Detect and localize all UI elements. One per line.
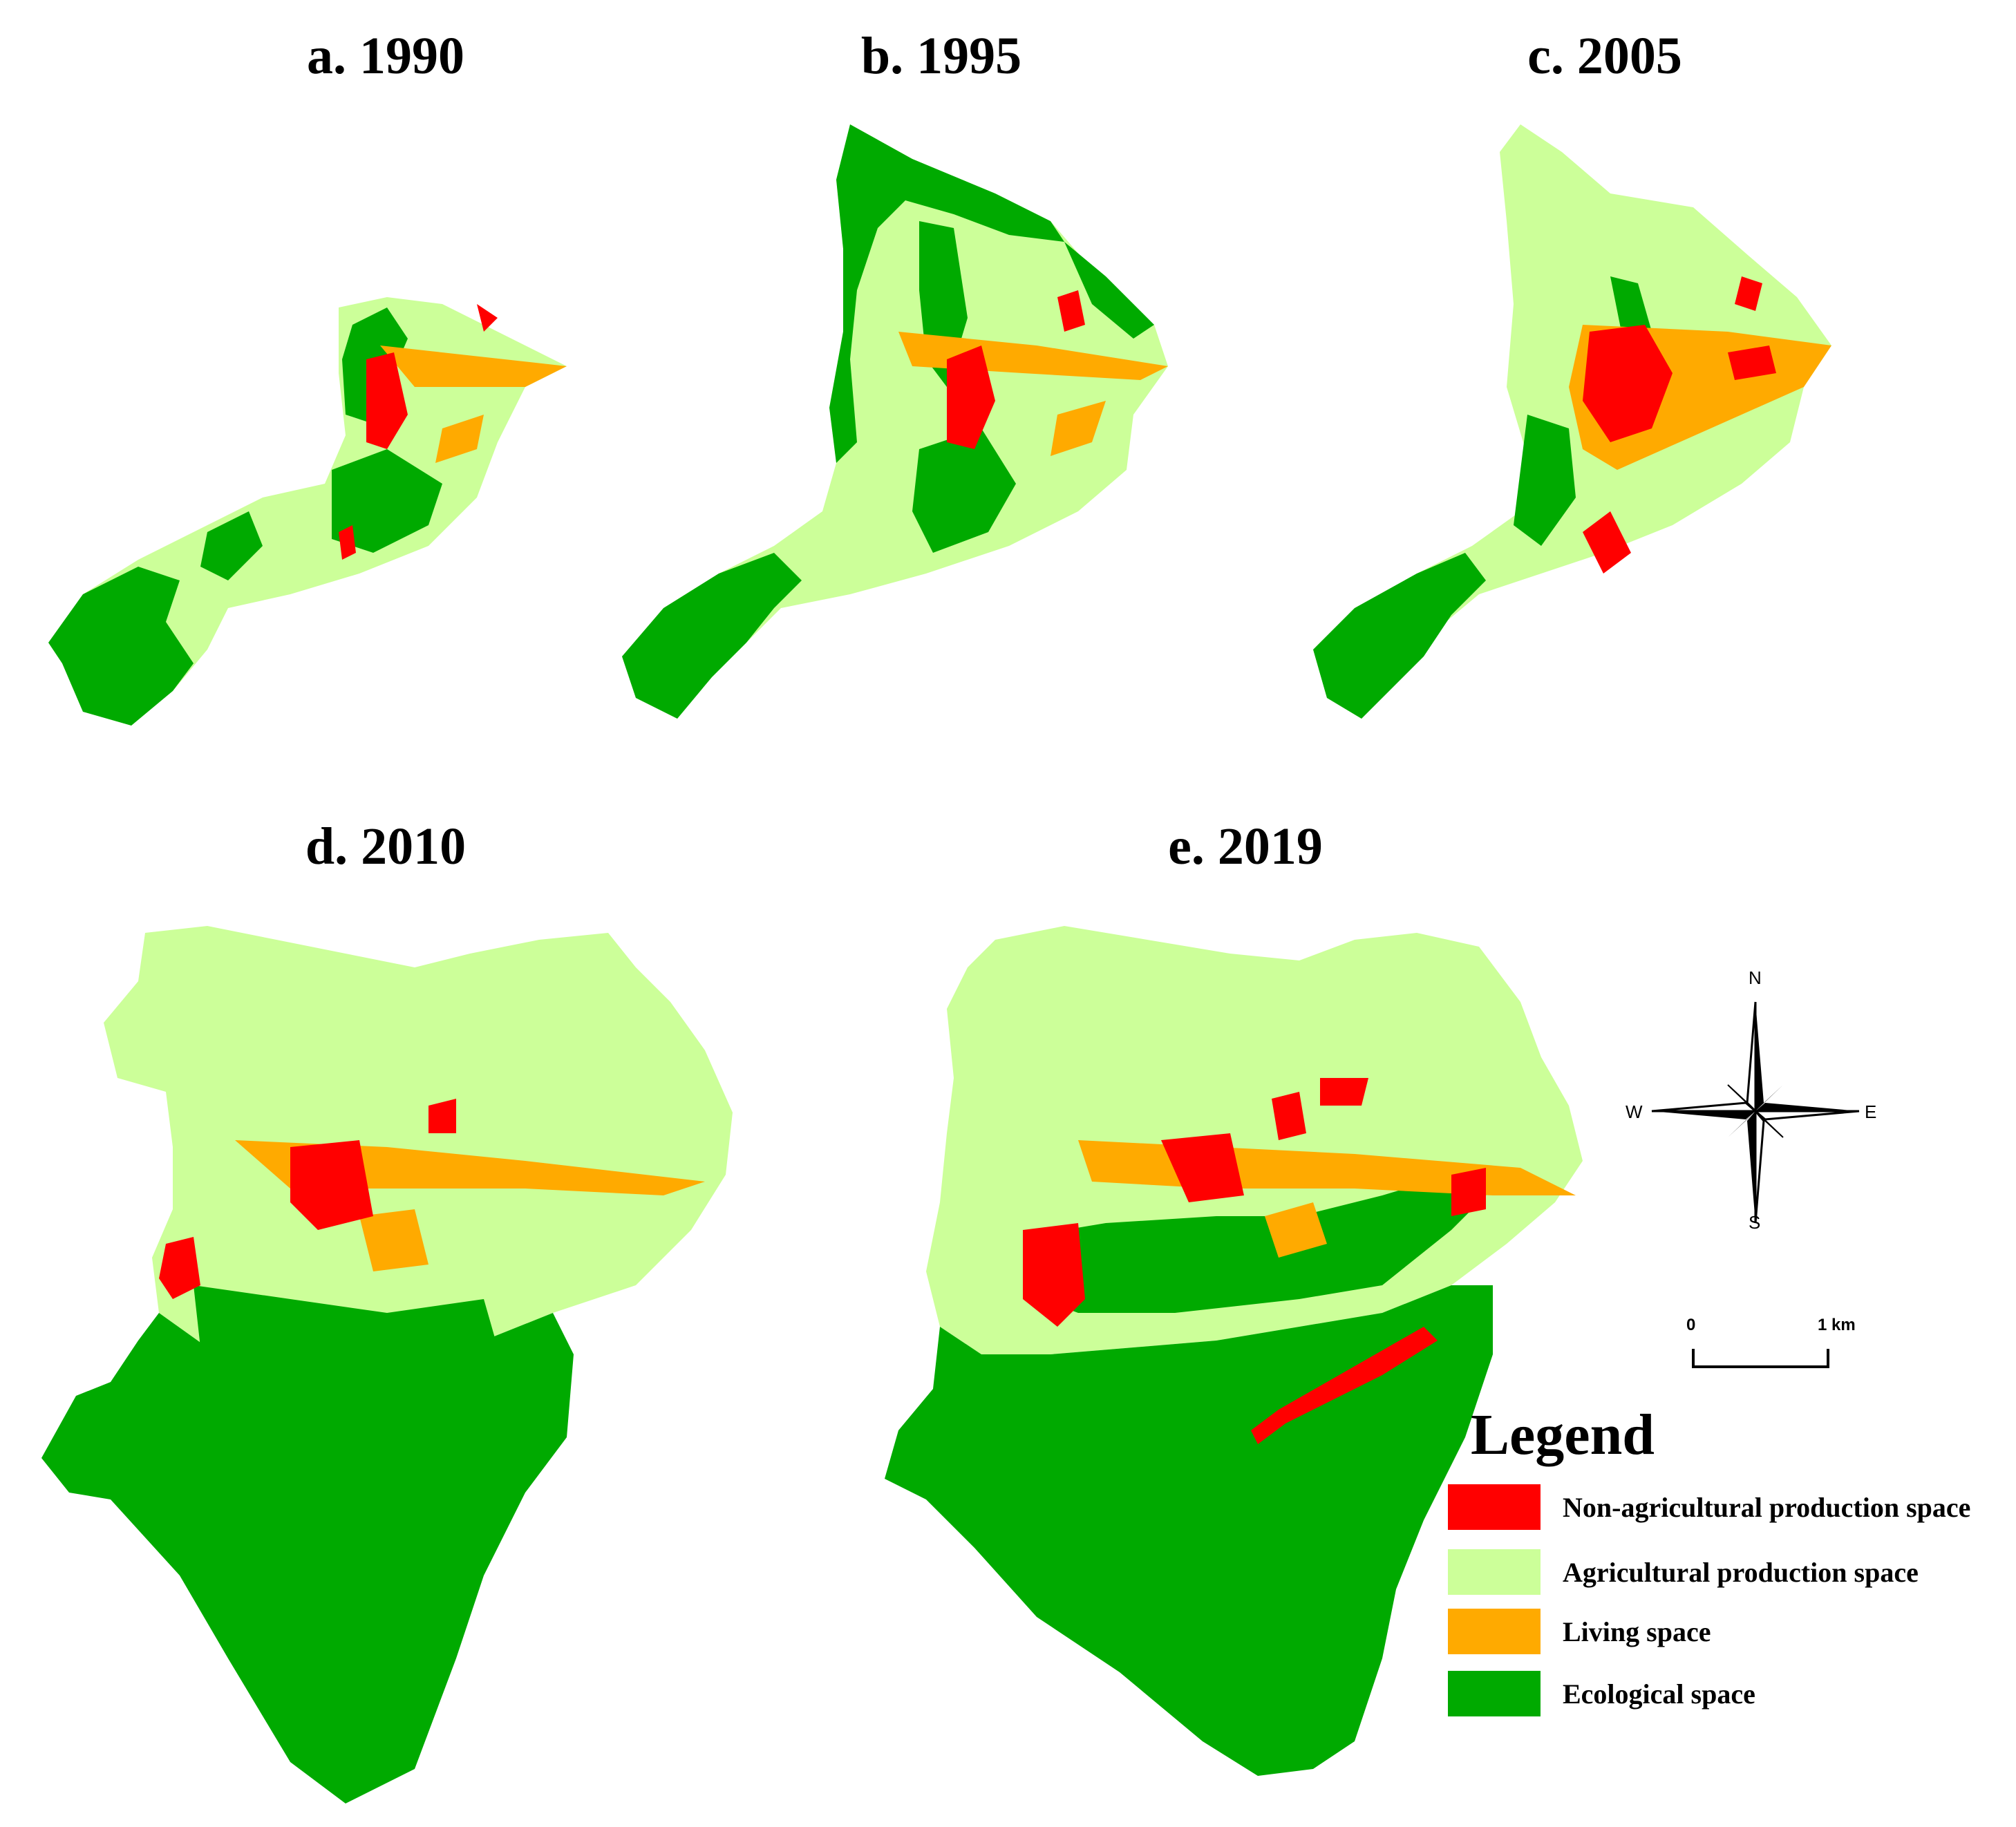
map-2005-ecological <box>1313 553 1486 719</box>
panel-title-1990: a. 1990 <box>307 27 464 85</box>
map-2005-nonag-3 <box>1735 276 1762 311</box>
map-2005-nonag-4 <box>1728 345 1776 380</box>
map-1995-nonag-2 <box>1057 290 1085 332</box>
legend-swatch-agricultural <box>1448 1549 1541 1595</box>
compass-label-north: N <box>1749 967 1762 988</box>
legend-label-living: Living space <box>1563 1616 1711 1647</box>
map-2019 <box>885 926 1583 1776</box>
map-1995-ecological-4 <box>912 428 1016 553</box>
legend-label-agricultural: Agricultural production space <box>1563 1556 1919 1588</box>
map-2010 <box>41 926 733 1804</box>
legend-swatch-non-agricultural <box>1448 1484 1541 1530</box>
map-2019-nonag-3 <box>1272 1092 1306 1140</box>
map-1990 <box>48 297 567 726</box>
legend-item-ecological: Ecological space <box>1448 1669 1755 1718</box>
map-2019-nonag-2 <box>1161 1133 1244 1202</box>
map-1990-nonag <box>366 352 408 449</box>
scale-bar <box>1692 1349 1829 1368</box>
map-2019-nonag-5 <box>1451 1168 1486 1216</box>
map-2010-ecological <box>41 1313 574 1804</box>
compass-east-arm-dark <box>1755 1103 1859 1111</box>
map-1995-nonag <box>947 345 995 449</box>
compass-north-arm-dark <box>1755 1002 1764 1111</box>
compass-rose <box>1651 1001 1860 1224</box>
compass-label-west: W <box>1626 1101 1643 1122</box>
map-1990-agricultural <box>48 297 567 726</box>
legend-swatch-living <box>1448 1609 1541 1654</box>
compass-south-arm-light <box>1754 1108 1765 1224</box>
map-1995-ecological <box>829 124 1064 463</box>
compass-label-south: S <box>1749 1212 1761 1233</box>
compass-diag-4 <box>1755 1110 1784 1138</box>
map-1995-ecological-2 <box>622 553 802 719</box>
compass-east-arm-light <box>1752 1110 1860 1121</box>
compass-north-arm-light <box>1746 1001 1757 1114</box>
map-2019-ecological <box>885 1285 1493 1776</box>
panel-title-1995: b. 1995 <box>860 27 1022 85</box>
map-1995-ecological-5 <box>1064 242 1154 339</box>
map-1990-nonag-2 <box>477 304 498 332</box>
compass-label-east: E <box>1865 1101 1877 1122</box>
scale-label-start: 0 <box>1686 1316 1696 1334</box>
compass-diag-2 <box>1728 1111 1755 1137</box>
map-2010-nonag <box>290 1140 373 1230</box>
map-1990-ecological-4 <box>200 511 263 580</box>
legend-swatch-ecological <box>1448 1671 1541 1716</box>
compass-diag-1 <box>1755 1085 1783 1111</box>
map-1990-living-2 <box>435 415 484 463</box>
map-1990-ecological <box>48 567 194 726</box>
map-2019-living-2 <box>1265 1202 1327 1258</box>
map-2010-nonag-3 <box>428 1099 456 1133</box>
map-2005-nonag-2 <box>1583 511 1631 574</box>
map-2019-nonag-6 <box>1251 1327 1438 1444</box>
map-2010-nonag-2 <box>159 1237 200 1299</box>
map-2005-ecological-2 <box>1514 415 1576 546</box>
map-2019-ecological-2 <box>1023 1175 1493 1313</box>
map-2005-nonag <box>1583 325 1673 442</box>
compass-west-arm-dark <box>1652 1111 1755 1119</box>
compass-diag-3 <box>1727 1084 1756 1112</box>
panel-title-2005: c. 2005 <box>1527 27 1682 85</box>
map-1995-living-2 <box>1051 401 1106 456</box>
map-2010-ecological-2 <box>194 1285 498 1361</box>
legend-item-non-agricultural: Non-agricultural production space <box>1448 1483 1970 1531</box>
legend-label-non-agricultural: Non-agricultural production space <box>1563 1491 1971 1523</box>
legend-item-living: Living space <box>1448 1607 1711 1656</box>
scale-label-end: 1 km <box>1818 1316 1856 1334</box>
map-2010-agricultural <box>104 926 733 1354</box>
map-2005 <box>1313 124 1831 719</box>
compass-south-arm-dark <box>1747 1111 1755 1223</box>
scale-bar-line <box>1692 1349 1829 1368</box>
map-1990-living <box>380 345 567 387</box>
map-2019-nonag-4 <box>1320 1078 1368 1106</box>
legend-label-ecological: Ecological space <box>1563 1678 1755 1710</box>
map-1990-nonag-3 <box>339 525 356 560</box>
compass-west-arm-light <box>1651 1101 1759 1113</box>
panel-title-2019: e. 2019 <box>1168 817 1323 875</box>
map-1995 <box>622 124 1168 719</box>
panel-title-2010: d. 2010 <box>305 817 467 875</box>
legend-item-agricultural: Agricultural production space <box>1448 1548 1919 1596</box>
map-2010-living-2 <box>359 1209 428 1271</box>
map-1990-ecological-3 <box>332 449 442 553</box>
legend-title: Legend <box>1471 1403 1655 1467</box>
map-2019-nonag <box>1023 1223 1085 1327</box>
